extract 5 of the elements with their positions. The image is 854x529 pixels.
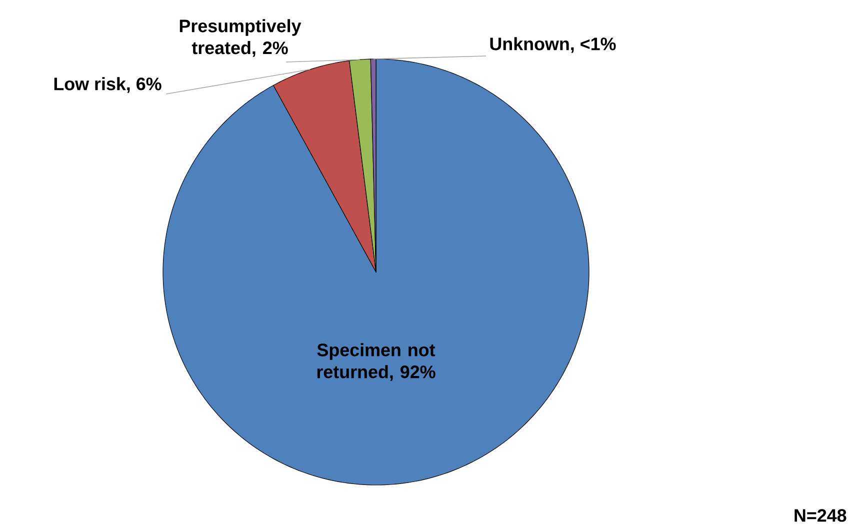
- slice-label: Low risk, 6%: [54, 77, 162, 93]
- slice-label: Unknown, <1%: [490, 37, 616, 53]
- slice-label: Specimen not returned, 92%: [317, 343, 436, 381]
- slice-label: Presumptively treated, 2%: [180, 19, 302, 57]
- text: N=248: [794, 509, 846, 522]
